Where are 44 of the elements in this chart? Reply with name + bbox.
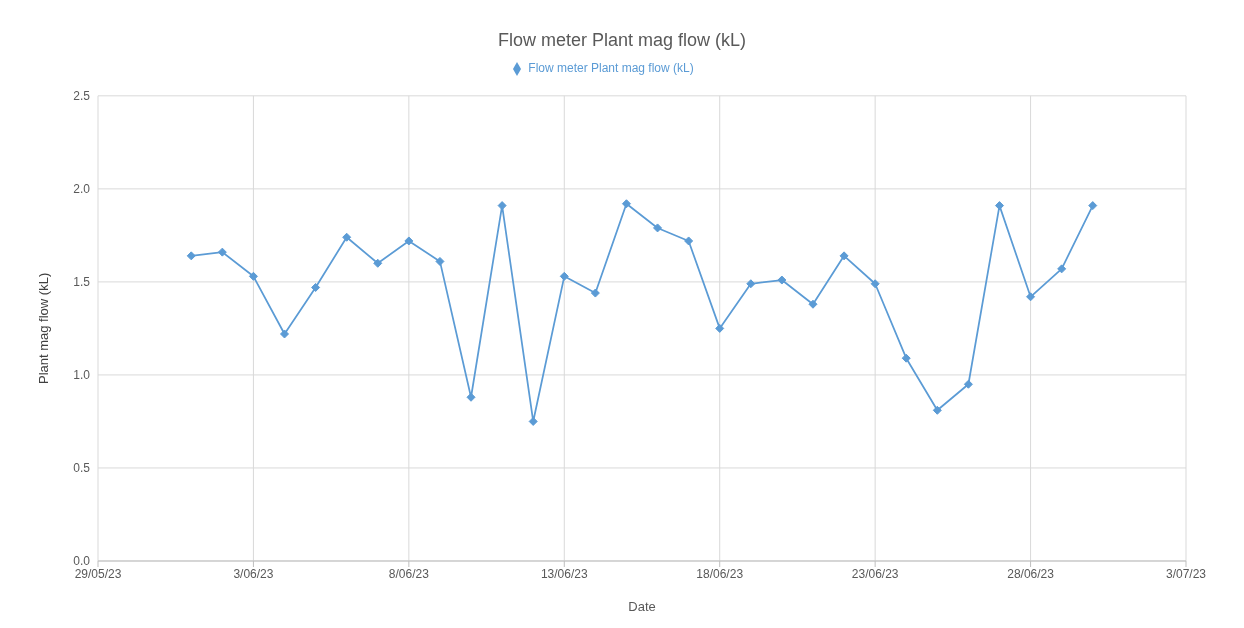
point (777, 275, 787, 285)
point (746, 279, 756, 289)
x-tick-label: 3/07/23 (1165, 566, 1207, 581)
point (311, 282, 321, 292)
y-tick-label: 0.0 (73, 554, 91, 569)
y-tick-label: 2.0 (73, 182, 91, 197)
point (715, 323, 725, 333)
x-tick-label: 18/06/23 (696, 566, 744, 581)
point (653, 223, 663, 233)
x-axis-title: Date (628, 599, 656, 614)
point (435, 256, 445, 266)
x-tick-label: 29/05/23 (74, 566, 122, 581)
point (808, 299, 818, 309)
point (559, 271, 569, 281)
y-tick-label: 1.0 (73, 368, 91, 383)
point (1057, 264, 1067, 274)
point (684, 236, 694, 246)
point (963, 379, 973, 389)
point (870, 279, 880, 289)
y-axis-title: Plant mag flow (kL) (35, 272, 51, 385)
x-tick-label: 28/06/23 (1007, 566, 1055, 581)
y-tick-label: 1.5 (73, 275, 91, 290)
x-tick-label: 8/06/23 (388, 566, 430, 581)
point (217, 247, 227, 257)
y-tick-label: 0.5 (73, 461, 91, 476)
point (839, 251, 849, 261)
x-tick-label: 23/06/23 (851, 566, 899, 581)
point (373, 258, 383, 268)
point (901, 353, 911, 363)
point (404, 236, 414, 246)
point (1088, 201, 1098, 211)
point (590, 288, 600, 298)
point (1026, 292, 1036, 302)
point (186, 251, 196, 261)
chart-title: Flow meter Plant mag flow (kL) (496, 29, 748, 51)
point (280, 329, 290, 339)
point (621, 199, 631, 209)
point (342, 232, 352, 242)
point (248, 271, 258, 281)
x-tick-label: 3/06/23 (233, 566, 274, 581)
legend-label: Flow meter Plant mag flow (kL) (528, 61, 694, 75)
point (932, 405, 942, 415)
x-tick-label: 13/06/23 (540, 566, 588, 581)
y-tick-label: 2.5 (73, 89, 91, 104)
